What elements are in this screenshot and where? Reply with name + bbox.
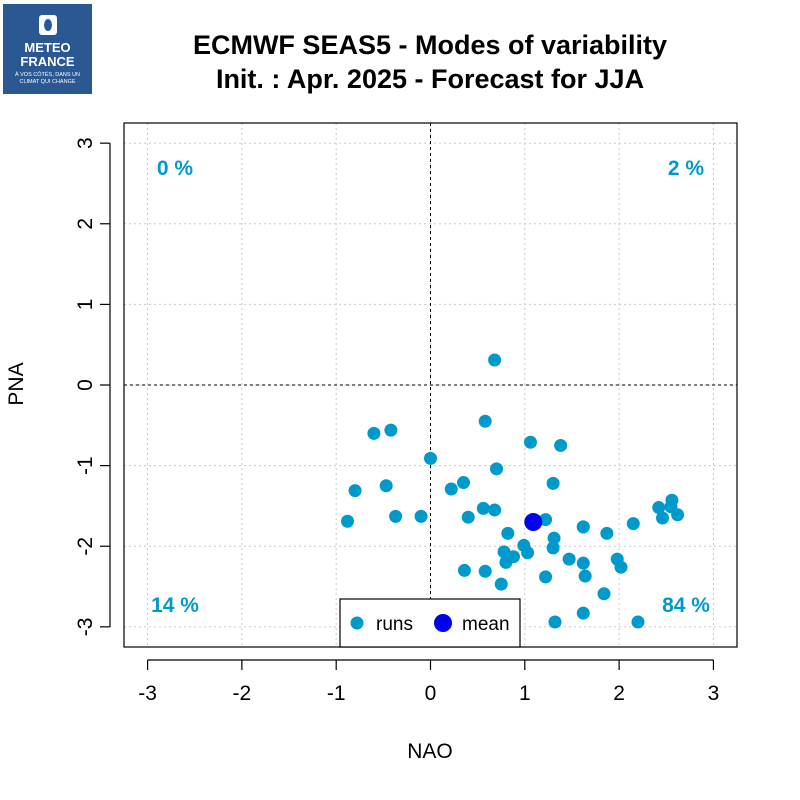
y-axis-label: PNA [5, 362, 28, 406]
run-point [548, 615, 562, 629]
x-tick-label: -1 [327, 682, 346, 705]
logo-text-line2: FRANCE [20, 54, 75, 69]
run-point [478, 414, 492, 428]
run-point [348, 484, 362, 498]
x-tick-label: -3 [138, 682, 157, 705]
logo-text-line1: METEO [24, 40, 71, 55]
run-point [488, 353, 502, 367]
run-point [600, 526, 614, 540]
run-point [494, 577, 508, 591]
run-point [384, 423, 398, 437]
run-point [490, 462, 504, 476]
quadrant-label-top-left: 0 % [157, 157, 194, 180]
quadrant-label-top-right: 2 % [668, 157, 705, 180]
run-point [379, 479, 393, 493]
run-point [367, 426, 381, 440]
chart-title-line2: Init. : Apr. 2025 - Forecast for JJA [215, 64, 645, 94]
run-point [488, 503, 502, 517]
run-point [539, 513, 553, 527]
logo-tagline-line2: CLIMAT QUI CHANGE [19, 79, 76, 85]
x-tick-label: 0 [425, 682, 437, 705]
x-tick-label: 2 [613, 682, 625, 705]
run-point [424, 451, 437, 465]
run-point [461, 510, 475, 524]
run-point [562, 552, 576, 566]
run-point [626, 517, 640, 531]
run-point [444, 482, 458, 496]
run-point [578, 569, 592, 583]
x-tick-label: 1 [519, 682, 531, 705]
run-point [414, 509, 428, 523]
y-tick-label: -2 [74, 537, 97, 556]
run-point [546, 541, 560, 555]
run-point [631, 615, 645, 629]
legend-box [339, 598, 521, 648]
y-tick-label: -3 [74, 618, 97, 637]
run-point [614, 560, 628, 574]
y-tick-label: -1 [74, 456, 97, 475]
run-point [576, 556, 590, 570]
run-point [576, 520, 590, 534]
run-point [539, 570, 553, 584]
run-point [547, 531, 561, 545]
run-point [554, 438, 568, 452]
run-point [521, 546, 535, 560]
run-point [671, 508, 685, 522]
y-tick-label: 1 [74, 299, 97, 311]
run-point [341, 514, 355, 528]
quadrant-label-bottom-right: 84 % [662, 594, 710, 617]
mean-point [524, 513, 543, 532]
run-point [389, 509, 403, 523]
quadrant-label-bottom-left: 14 % [151, 594, 199, 617]
run-point [457, 476, 471, 490]
x-tick-label: -2 [233, 682, 252, 705]
run-point [655, 511, 669, 525]
logo-tagline-line1: À VOS CÔTÉS, DANS UN [14, 72, 81, 78]
x-tick-label: 3 [708, 682, 720, 705]
chart-title-line1: ECMWF SEAS5 - Modes of variability [192, 30, 668, 60]
run-point [457, 563, 471, 577]
run-point [501, 526, 515, 540]
meteo-france-logo: METEO FRANCE À VOS CÔTÉS, DANS UN CLIMAT… [3, 4, 92, 94]
y-tick-label: 0 [74, 379, 97, 391]
run-point [546, 476, 560, 490]
legend-runs-marker [350, 616, 364, 630]
y-tick-label: 2 [74, 218, 97, 230]
run-point [576, 606, 590, 620]
run-point [523, 435, 537, 449]
run-point [652, 501, 666, 515]
legend-runs-label: runs [376, 614, 413, 635]
meteo-france-emblem-icon [39, 15, 57, 35]
y-tick-label: 3 [74, 137, 97, 149]
x-axis-label: NAO [407, 740, 453, 763]
run-point [478, 564, 492, 578]
legend-mean-label: mean [462, 614, 510, 635]
run-point [499, 555, 513, 569]
run-point [476, 501, 490, 515]
legend-mean-marker [434, 614, 452, 632]
run-point [597, 587, 611, 601]
